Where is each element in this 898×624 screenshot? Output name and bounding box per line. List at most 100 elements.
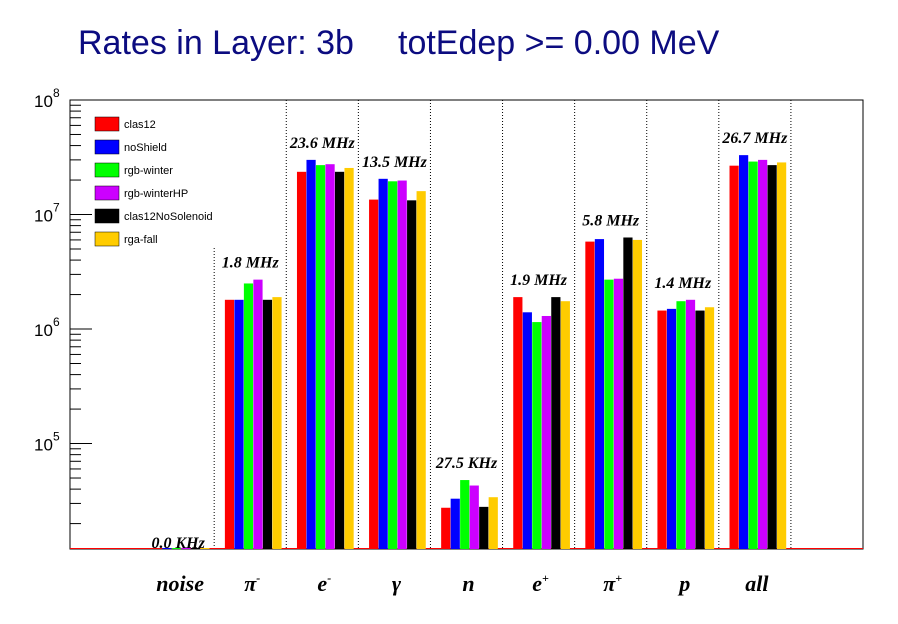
bar-rgb-winter-4	[460, 480, 470, 549]
y-tick-exponent: 6	[53, 315, 60, 329]
bar-rgb-winterHP-2	[325, 164, 335, 550]
category-label-name: p	[677, 571, 690, 596]
bar-noShield-4	[450, 498, 460, 549]
bar-rgb-winterHP-8	[758, 159, 768, 549]
bar-clas12-4	[441, 507, 451, 549]
category-label: γ	[392, 571, 402, 596]
bar-clas12-3	[369, 199, 379, 549]
legend-swatch	[94, 208, 120, 224]
bar-clas12NoSolenoid-8	[767, 165, 777, 549]
bar-rga-fall-0	[200, 548, 210, 549]
y-tick-label: 10	[34, 92, 53, 111]
category-label-name: noise	[156, 571, 204, 596]
category-label: e+	[532, 571, 549, 596]
category-label: all	[745, 571, 769, 596]
legend-label: clas12NoSolenoid	[124, 211, 213, 223]
category-label: e-	[317, 571, 331, 596]
bar-noShield-5	[522, 312, 532, 549]
bar-rgb-winter-5	[532, 322, 542, 549]
bars	[70, 155, 863, 550]
category-label-name: γ	[392, 571, 402, 596]
bar-rgb-winter-0	[171, 548, 181, 549]
bar-rgb-winter-6	[604, 279, 614, 549]
category-label-name: e	[532, 571, 542, 596]
bar-noShield-6	[594, 239, 605, 549]
rate-label: 26.7 MHz	[721, 130, 788, 147]
bar-noShield-2	[306, 159, 316, 549]
chart-subtitle: totEdep >= 0.00 MeV	[398, 24, 720, 62]
bar-rga-fall-4	[488, 497, 498, 549]
bar-clas12-2	[296, 171, 307, 549]
legend: clas12 noShield rgb-winter rgb-winterHP clas…	[94, 116, 213, 247]
y-tick-exponent: 8	[53, 86, 60, 100]
bar-clas12-7	[657, 310, 667, 549]
legend-label: clas12	[124, 119, 156, 131]
category-label-sup: -	[256, 571, 260, 585]
legend-swatch	[94, 162, 120, 178]
rate-label: 13.5 MHz	[362, 154, 428, 171]
category-label-name: π	[244, 571, 257, 596]
category-label-name: π	[603, 571, 616, 596]
bar-rgb-winter-8	[748, 161, 758, 549]
category-label: p	[677, 571, 690, 596]
bar-rga-fall-1	[272, 297, 282, 549]
category-label-sup: +	[542, 571, 549, 585]
y-tick-label: 10	[34, 207, 53, 226]
bar-rgb-winter-7	[676, 301, 686, 549]
legend-swatch	[94, 185, 120, 201]
bar-clas12-1	[224, 299, 235, 549]
bar-rgb-winterHP-7	[685, 299, 696, 549]
bar-rga-fall-7	[704, 307, 715, 549]
bar-clas12-0	[152, 548, 162, 549]
rate-label: 1.9 MHz	[510, 272, 568, 289]
bar-clas12NoSolenoid-5	[551, 297, 561, 549]
category-label: noise	[156, 571, 204, 596]
bar-rga-fall-3	[416, 191, 426, 549]
category-label-name: n	[462, 571, 474, 596]
bar-clas12NoSolenoid-2	[334, 171, 345, 549]
rate-label: 0.0 KHz	[151, 535, 205, 552]
bar-rgb-winter-1	[243, 283, 254, 549]
bar-clas12-8	[729, 165, 739, 550]
rate-label: 1.4 MHz	[654, 275, 712, 292]
bar-clas12-6	[585, 241, 595, 549]
y-tick-label: 10	[34, 321, 53, 340]
bar-noShield-7	[666, 308, 677, 549]
y-tick-exponent: 5	[53, 430, 60, 444]
bar-clas12NoSolenoid-4	[479, 506, 489, 549]
bar-rgb-winterHP-4	[469, 485, 479, 549]
category-label: π+	[603, 571, 622, 596]
bar-rgb-winterHP-1	[253, 279, 263, 549]
bar-clas12NoSolenoid-6	[623, 237, 633, 549]
chart-title: Rates in Layer: 3b	[78, 24, 354, 62]
bar-clas12NoSolenoid-7	[695, 310, 705, 549]
bar-clas12-5	[513, 297, 523, 549]
bar-clas12NoSolenoid-1	[262, 299, 273, 549]
legend-label: noShield	[124, 142, 167, 154]
rate-label: 5.8 MHz	[582, 212, 640, 229]
legend-label: rgb-winter	[124, 165, 173, 177]
bar-rgb-winterHP-0	[181, 548, 191, 549]
category-label-sup: -	[327, 571, 331, 585]
legend-swatch	[94, 116, 120, 132]
bar-noShield-0	[162, 548, 172, 549]
y-tick-exponent: 7	[53, 201, 60, 215]
legend-label: rgb-winterHP	[124, 188, 188, 200]
category-separators	[213, 100, 792, 549]
bar-rga-fall-6	[632, 239, 643, 549]
bar-rgb-winterHP-5	[541, 315, 551, 549]
legend-label: rga-fall	[124, 234, 158, 246]
category-label-sup: +	[615, 571, 622, 585]
category-label-name: all	[745, 571, 769, 596]
rate-labels: 0.0 KHz 1.8 MHz 23.6 MHz 13.5 MHz 27.5 KHz 1.…	[151, 130, 788, 552]
bar-rgb-winterHP-3	[397, 180, 407, 550]
category-labels: noise π-e-γ n e+ π+ p all	[156, 571, 769, 596]
bar-rga-fall-8	[777, 162, 787, 549]
rate-label: 1.8 MHz	[222, 255, 280, 272]
rate-label: 23.6 MHz	[289, 135, 356, 152]
bar-rgb-winter-2	[315, 165, 326, 549]
bar-noShield-8	[739, 155, 749, 549]
category-label: n	[462, 571, 474, 596]
bar-rgb-winter-3	[388, 181, 398, 549]
